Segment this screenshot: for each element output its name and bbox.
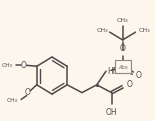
Text: CH₃: CH₃ [117,18,128,23]
Text: O: O [25,88,31,97]
Text: OH: OH [106,108,117,117]
Text: O: O [21,61,27,70]
Text: CH₃: CH₃ [96,28,108,33]
Bar [115,60,131,73]
Text: CH₃: CH₃ [138,28,150,33]
Text: CH₃: CH₃ [2,63,13,68]
Text: Abs: Abs [118,65,128,70]
Text: O: O [120,44,126,53]
Text: O: O [136,71,141,80]
Text: O: O [126,80,132,89]
Text: HN: HN [107,67,118,76]
Text: CH₃: CH₃ [6,98,17,103]
